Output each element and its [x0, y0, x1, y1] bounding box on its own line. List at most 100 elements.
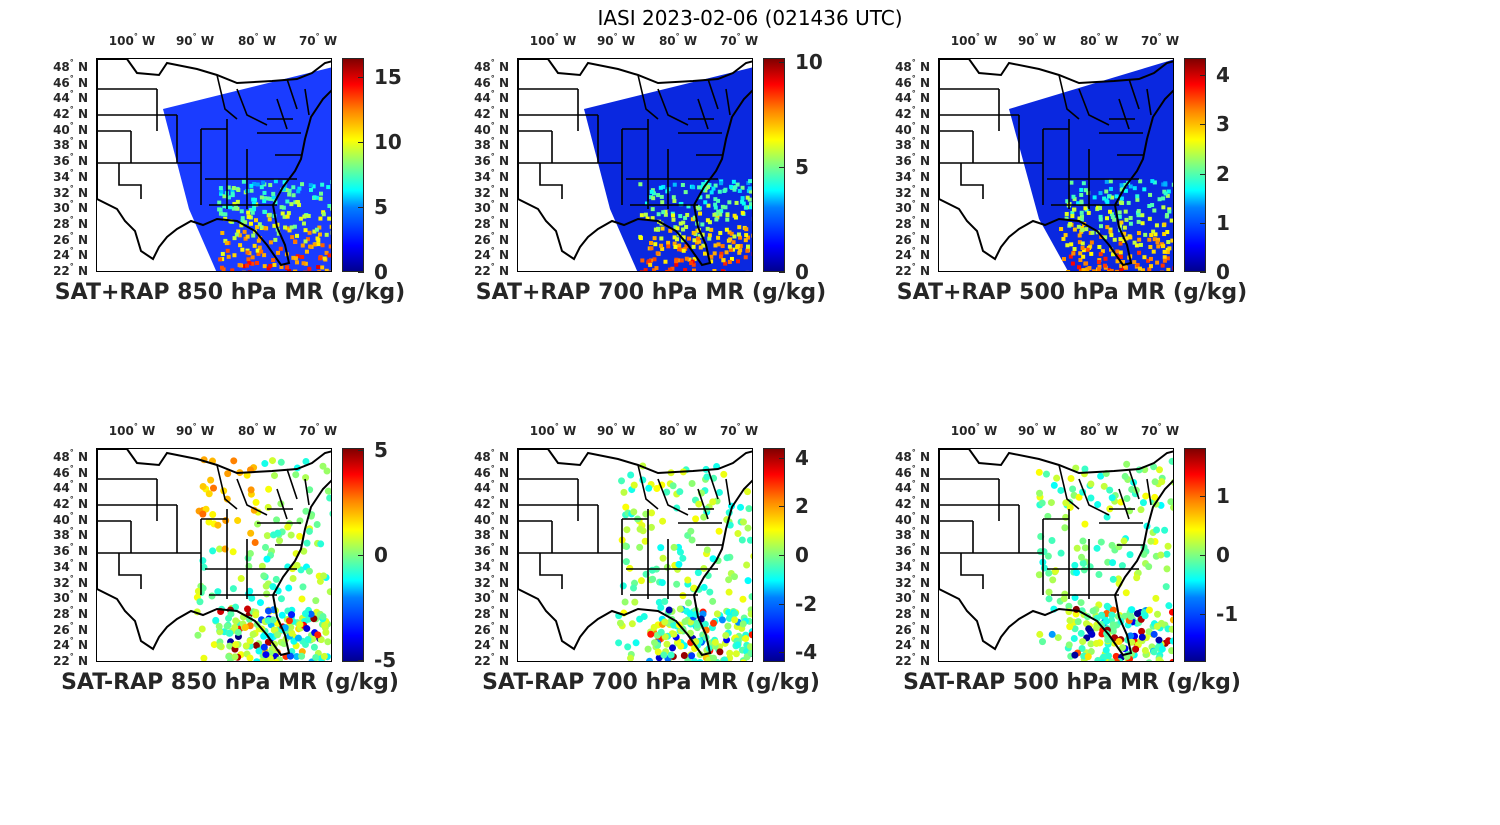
lat-tick-label: 22° N: [474, 652, 509, 668]
moisture-cell: [1170, 238, 1173, 243]
moisture-cell: [1150, 203, 1155, 208]
lat-tick-label: 32° N: [895, 573, 930, 590]
moisture-cell: [698, 195, 703, 200]
difference-point: [744, 577, 752, 585]
difference-point: [731, 616, 739, 624]
moisture-cell: [1117, 210, 1122, 215]
moisture-cell: [293, 256, 298, 261]
moisture-cell: [659, 243, 664, 248]
difference-point: [693, 621, 701, 629]
moisture-cell: [715, 215, 720, 220]
moisture-cell: [226, 254, 231, 259]
difference-point: [1061, 590, 1069, 598]
difference-point: [747, 649, 752, 657]
moisture-cell: [285, 199, 290, 204]
moisture-cell: [1108, 186, 1113, 191]
difference-point: [1045, 569, 1053, 577]
moisture-cell: [672, 199, 677, 204]
moisture-cell: [1169, 218, 1173, 223]
moisture-cell: [1117, 214, 1122, 219]
moisture-field: [939, 449, 1173, 661]
moisture-cell: [748, 189, 752, 194]
lat-tick-label: 46° N: [895, 73, 930, 90]
difference-point: [1035, 571, 1043, 579]
difference-point: [1054, 634, 1062, 642]
moisture-cell: [665, 269, 670, 271]
moisture-cell: [738, 243, 743, 248]
moisture-cell: [268, 240, 273, 245]
moisture-cell: [685, 212, 690, 217]
map-panel-5: 100° W 90° W 80° W 70° W 48° N 46° N 44° N 42° …: [421, 412, 891, 742]
moisture-cell: [1087, 266, 1092, 271]
moisture-cell: [1063, 233, 1068, 238]
moisture-cell: [1079, 217, 1084, 222]
colorbar-tick-mark: [779, 506, 785, 508]
difference-point: [268, 457, 276, 465]
difference-point: [1078, 553, 1086, 561]
moisture-cell: [252, 197, 257, 202]
moisture-cell: [740, 185, 745, 190]
moisture-field: [518, 59, 752, 271]
state-boundary: [725, 478, 731, 506]
moisture-cell: [1120, 201, 1125, 206]
panel-title: SAT-RAP 850 hPa MR (g/kg): [61, 670, 399, 695]
difference-point: [319, 613, 327, 621]
difference-point: [632, 639, 640, 647]
difference-point: [216, 628, 224, 636]
moisture-cell: [287, 188, 292, 193]
state-boundary: [697, 98, 709, 130]
lat-tick-label: 38° N: [895, 136, 930, 153]
difference-point: [669, 644, 677, 652]
difference-point: [302, 507, 310, 515]
moisture-cell: [689, 261, 694, 266]
moisture-cell: [267, 212, 272, 217]
colorbar-tick-label: 0: [795, 260, 809, 284]
difference-point: [703, 546, 711, 554]
difference-point: [1092, 624, 1100, 632]
moisture-cell: [312, 229, 317, 234]
moisture-cell: [1077, 233, 1082, 238]
lon-tick-label: 100° W: [108, 32, 156, 48]
difference-point: [1126, 551, 1134, 559]
difference-point: [278, 611, 286, 619]
moisture-cell: [720, 269, 725, 271]
difference-point: [673, 580, 681, 588]
moisture-cell: [1137, 266, 1142, 271]
difference-point: [1122, 589, 1130, 597]
moisture-cell: [221, 212, 226, 217]
lat-tick-label: 42° N: [53, 495, 88, 512]
difference-point: [270, 472, 278, 480]
moisture-cell: [240, 220, 245, 225]
moisture-cell: [687, 257, 692, 262]
moisture-cell: [230, 188, 235, 193]
moisture-cell: [1083, 188, 1088, 193]
moisture-cell: [1079, 210, 1084, 215]
difference-point: [205, 490, 213, 498]
moisture-cell: [307, 230, 312, 235]
moisture-cell: [681, 227, 686, 232]
moisture-cell: [1090, 230, 1095, 235]
difference-point: [725, 614, 733, 622]
difference-point: [684, 599, 692, 607]
lat-tick-label: 28° N: [895, 214, 930, 231]
difference-point: [661, 597, 669, 605]
lat-tick-label: 44° N: [474, 479, 509, 496]
moisture-cell: [741, 201, 746, 206]
moisture-cell: [1112, 217, 1117, 222]
colorbar-tick-label: 1: [1216, 210, 1230, 235]
difference-point: [645, 484, 653, 492]
moisture-cell: [1162, 222, 1167, 227]
difference-point: [215, 622, 223, 630]
difference-point: [1092, 639, 1100, 647]
difference-point: [636, 525, 644, 533]
difference-point: [226, 657, 234, 661]
moisture-cell: [659, 194, 664, 199]
moisture-cell: [717, 189, 722, 194]
difference-point: [260, 572, 268, 580]
difference-point: [1158, 478, 1166, 486]
moisture-cell: [330, 179, 331, 184]
difference-point: [687, 527, 695, 535]
moisture-cell: [1119, 196, 1124, 201]
difference-point: [1036, 489, 1044, 497]
moisture-cell: [314, 227, 319, 232]
